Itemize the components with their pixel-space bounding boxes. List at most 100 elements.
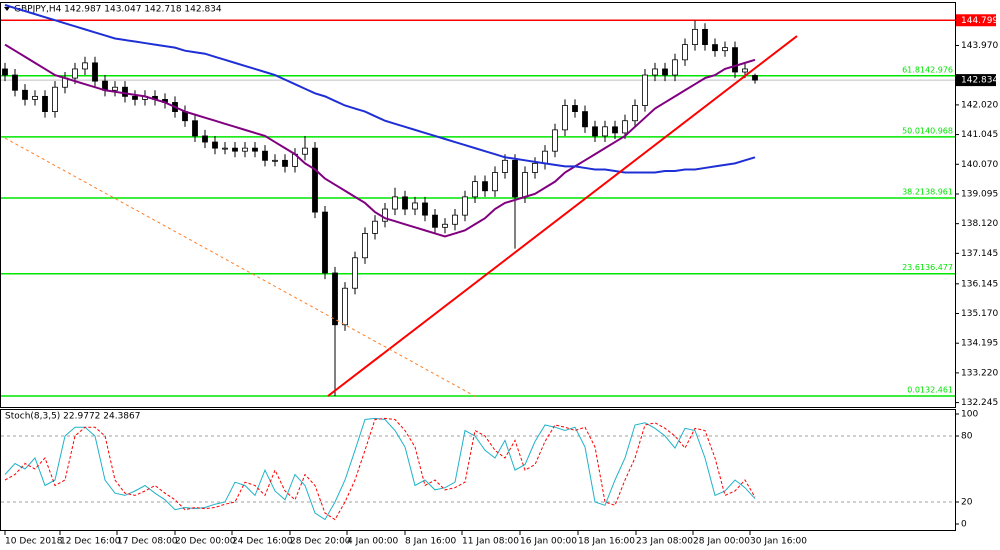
candle-body — [192, 120, 198, 137]
candle-body — [442, 223, 448, 228]
candle-body — [242, 147, 248, 152]
candle-body — [122, 86, 128, 97]
candle-body — [742, 68, 748, 73]
candle-body — [452, 214, 458, 225]
chart-title: GBPJPY,H4 142.987 143.047 142.718 142.83… — [14, 5, 222, 15]
candle-body — [52, 86, 58, 112]
candle-body — [502, 159, 508, 173]
candle-body — [252, 147, 258, 152]
candle-body — [422, 202, 428, 216]
x-tick-label: 10 Dec 2018 — [5, 537, 63, 547]
candle-body — [232, 147, 238, 152]
x-tick-label: 4 Jan 00:00 — [347, 537, 399, 547]
y-tick-label: 141.045 — [961, 130, 998, 140]
candle-body — [712, 44, 718, 52]
candle-body — [372, 220, 378, 234]
candle-body — [2, 68, 8, 76]
y-tick-label: 135.170 — [961, 309, 998, 319]
y-tick-label: 138.120 — [961, 219, 998, 229]
candle-body — [342, 287, 348, 326]
x-tick-label: 12 Dec 16:00 — [60, 537, 121, 547]
y-tick-label: 137.145 — [961, 249, 998, 259]
candle-body — [42, 95, 48, 112]
stoch-panel — [0, 409, 956, 531]
candle-body — [112, 86, 118, 91]
x-tick-label: 18 Jan 16:00 — [578, 537, 635, 547]
y-tick-label: 132.245 — [961, 398, 998, 408]
menu-icon[interactable] — [4, 7, 10, 11]
candle-body — [432, 214, 438, 228]
candle-body — [212, 141, 218, 149]
candle-body — [522, 172, 528, 198]
fib-label: 38.2138.961 — [902, 188, 953, 197]
candle-body — [392, 196, 398, 210]
candle-body — [32, 95, 38, 100]
level-label-box — [956, 14, 996, 27]
candle-body — [492, 172, 498, 192]
x-tick-label: 20 Dec 00:00 — [175, 537, 236, 547]
candle-body — [572, 105, 578, 112]
candle-body — [382, 208, 388, 222]
candle-body — [682, 44, 688, 61]
candle-body — [652, 68, 658, 76]
level-label: 144.799 — [961, 16, 998, 26]
candle-body — [722, 47, 728, 52]
candle-body — [512, 159, 518, 198]
x-tick-label: 30 Jan 16:00 — [750, 537, 807, 547]
candle-body — [132, 95, 138, 100]
candle-body — [462, 196, 468, 216]
candle-body — [272, 159, 278, 162]
candle-body — [352, 257, 358, 289]
candle-body — [542, 150, 548, 164]
candle-body — [322, 211, 328, 274]
candle-body — [592, 126, 598, 137]
candle-body — [332, 272, 338, 326]
candle-body — [602, 126, 608, 137]
x-tick-label: 28 Dec 20:00 — [290, 537, 351, 547]
moving-average — [4, 43, 756, 238]
candle-body — [612, 126, 618, 134]
candle-body — [582, 111, 588, 128]
candle-body — [282, 159, 288, 167]
candle-body — [82, 62, 88, 70]
candle-body — [692, 28, 698, 45]
candle-body — [262, 150, 268, 161]
candle-body — [732, 47, 738, 73]
candle-body — [312, 147, 318, 213]
y-tick-label: 143.970 — [961, 41, 998, 51]
x-tick-label: 24 Dec 16:00 — [232, 537, 293, 547]
x-tick-label: 17 Dec 08:00 — [117, 537, 178, 547]
candle-body — [362, 233, 368, 259]
candle-body — [532, 162, 538, 173]
candle-body — [72, 68, 78, 79]
candle-body — [472, 181, 478, 198]
y-tick-label: 80 — [961, 432, 973, 442]
candle-body — [752, 75, 758, 81]
fib-label: 23.6136.477 — [902, 263, 953, 272]
candle-body — [632, 105, 638, 122]
x-tick-label: 8 Jan 16:00 — [405, 537, 457, 547]
candle-body — [12, 74, 18, 91]
y-tick-label: 133.220 — [961, 368, 998, 378]
x-tick-label: 28 Jan 00:00 — [693, 537, 750, 547]
main-panel — [0, 2, 956, 408]
x-tick-label: 11 Jan 08:00 — [462, 537, 519, 547]
y-tick-label: 134.195 — [961, 339, 998, 349]
y-tick-label: 139.095 — [961, 189, 998, 199]
fib-label: 50.0140.968 — [902, 126, 953, 135]
candle-body — [412, 202, 418, 210]
candle-body — [562, 105, 568, 131]
y-tick-label: 136.145 — [961, 279, 998, 289]
candle-body — [702, 28, 708, 45]
fib-label: 61.8142.976 — [902, 65, 953, 74]
candle-body — [552, 129, 558, 152]
y-tick-label: 100 — [961, 410, 978, 420]
trend-line — [327, 35, 798, 397]
candle-body — [222, 147, 228, 150]
y-tick-label: 20 — [961, 498, 973, 508]
y-tick-label: 0 — [961, 520, 967, 530]
stoch-title: Stoch(8,3,5) 22.9772 24.3867 — [5, 412, 140, 422]
candle-body — [402, 196, 408, 210]
current-price-box — [956, 74, 996, 87]
